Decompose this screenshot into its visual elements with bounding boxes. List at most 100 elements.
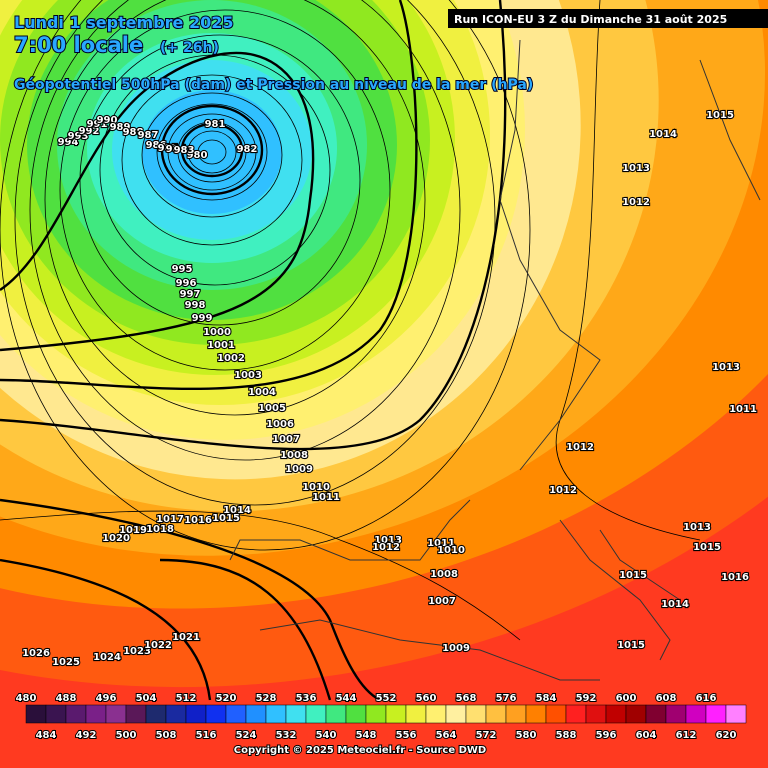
isobar-label: 1013: [622, 163, 650, 174]
isobar-label: 1022: [144, 640, 172, 651]
isobar-label: 993: [68, 131, 89, 142]
legend-top-label: 576: [496, 693, 517, 704]
isobar-label: 985: [158, 143, 179, 154]
isobar-label: 1017: [156, 514, 184, 525]
legend-bottom-label: 492: [76, 730, 97, 741]
isobar-label: 980: [187, 150, 208, 161]
isobar-label: 992: [79, 126, 100, 137]
isobar-label: 1012: [549, 485, 577, 496]
isobar-label: 1011: [312, 492, 340, 503]
legend-swatch: [685, 704, 707, 724]
isobar-label: 1014: [649, 129, 677, 140]
isobar-label: 1013: [374, 535, 402, 546]
legend-swatch: [225, 704, 247, 724]
isobar-label: 982: [237, 144, 258, 155]
legend-top-label: 616: [696, 693, 717, 704]
isobar-labels: 9819829809949939929919909899889879869859…: [21, 109, 758, 669]
geopotential-lines: [0, 0, 507, 702]
isobar-label: 1013: [712, 362, 740, 373]
isobar-label: 988: [123, 127, 144, 138]
isobar-label: 999: [192, 313, 213, 324]
isobar-label: 983: [174, 145, 195, 156]
legend-swatch: [485, 704, 507, 724]
isobar-label: 996: [176, 278, 197, 289]
isobar-label: 1014: [661, 599, 689, 610]
legend-top-label: 536: [296, 693, 317, 704]
run-info: Run ICON-EU 3 Z du Dimanche 31 août 2025: [454, 13, 727, 26]
legend-swatch: [405, 704, 427, 724]
legend-bottom-label: 532: [276, 730, 297, 741]
legend-bottom-label: 604: [636, 730, 657, 741]
isobar-label: 1024: [93, 652, 121, 663]
local-time: 7:00 locale: [14, 33, 143, 57]
isobar-label: 1018: [146, 524, 174, 535]
isobar-label: 1001: [207, 340, 235, 351]
isobar-label: 984: [166, 144, 187, 155]
legend-swatch: [625, 704, 647, 724]
run-box: [448, 9, 768, 28]
isobar-label: 1002: [217, 353, 245, 364]
isobar-label: 1011: [427, 538, 455, 549]
isobar-label: 1005: [258, 403, 286, 414]
lead-time: (+ 26h): [160, 40, 219, 56]
isobar-label: 1023: [123, 646, 151, 657]
legend-swatch: [465, 704, 487, 724]
legend-swatch: [165, 704, 187, 724]
legend-swatch: [645, 704, 667, 724]
legend-swatch: [25, 704, 47, 724]
legend-swatch: [205, 704, 227, 724]
legend-swatch: [605, 704, 627, 724]
isobar-label: 986: [146, 140, 167, 151]
legend-bottom-label: 612: [676, 730, 697, 741]
legend-bottom-label: 548: [356, 730, 377, 741]
legend-top-label: 584: [536, 693, 557, 704]
legend-bottom-label: 572: [476, 730, 497, 741]
isobar-label: 1016: [721, 572, 749, 583]
legend-top-label: 544: [336, 693, 357, 704]
isobar-label: 1015: [619, 570, 647, 581]
isobar-label: 1006: [266, 419, 294, 430]
isobar-label: 1012: [622, 197, 650, 208]
isobar-label: 995: [172, 264, 193, 275]
isobar-label: 981: [205, 119, 226, 130]
legend-swatch: [545, 704, 567, 724]
field-description: Géopotentiel 500hPa (dam) et Pression au…: [14, 77, 533, 93]
isobar-label: 1019: [119, 525, 147, 536]
isobar-label: 1020: [102, 533, 130, 544]
isobar-label: 989: [110, 122, 131, 133]
legend-swatch: [65, 704, 87, 724]
legend-top-label: 552: [376, 693, 397, 704]
copyright: Copyright © 2025 Meteociel.fr - Source D…: [234, 745, 486, 756]
legend-swatch: [305, 704, 327, 724]
isobar-label: 1012: [566, 442, 594, 453]
isobar-label: 1010: [437, 545, 465, 556]
isobar-label: 1014: [223, 505, 251, 516]
legend-swatch: [245, 704, 267, 724]
legend-swatch: [265, 704, 287, 724]
legend-top-label: 496: [96, 693, 117, 704]
legend-swatch: [365, 704, 387, 724]
isobar-label: 994: [58, 137, 79, 148]
legend-bottom-label: 588: [556, 730, 577, 741]
legend-bottom-label: 500: [116, 730, 137, 741]
isobar-label: 990: [97, 115, 118, 126]
isobar-label: 1015: [706, 110, 734, 121]
isobar-label: 1008: [430, 569, 458, 580]
legend-swatch: [425, 704, 447, 724]
isobar-label: 1026: [22, 648, 50, 659]
coastlines: [229, 39, 761, 681]
legend-swatch: [445, 704, 467, 724]
isobar-label: 1012: [372, 542, 400, 553]
legend-swatch: [345, 704, 367, 724]
isobar-label: 1015: [212, 513, 240, 524]
legend-bottom-label: 620: [716, 730, 737, 741]
isobar-label: 1016: [184, 515, 212, 526]
legend-swatch: [705, 704, 727, 724]
legend-top-label: 520: [216, 693, 237, 704]
legend-swatch: [185, 704, 207, 724]
isobar-label: 1010: [302, 482, 330, 493]
legend-bottom-label: 596: [596, 730, 617, 741]
legend-top-label: 600: [616, 693, 637, 704]
legend-bottom-label: 580: [516, 730, 537, 741]
